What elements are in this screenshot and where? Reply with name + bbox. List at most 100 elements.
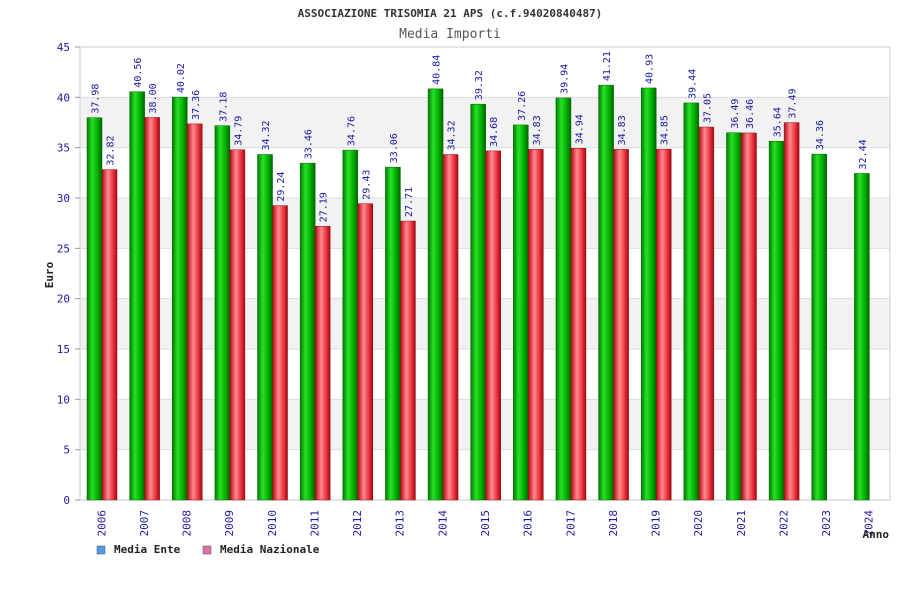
value-label: 39.94 — [559, 64, 570, 94]
y-tick-label: 45 — [57, 41, 70, 54]
value-label: 34.85 — [660, 115, 671, 145]
bars — [86, 84, 870, 501]
x-tick-label: 2006 — [95, 510, 108, 537]
y-tick-label: 15 — [57, 343, 70, 356]
y-tick-label: 40 — [57, 91, 70, 104]
value-label: 35.64 — [773, 107, 784, 137]
x-tick-label: 2014 — [436, 510, 449, 537]
bar — [314, 226, 331, 501]
value-label: 34.32 — [447, 120, 458, 150]
bar — [698, 126, 715, 501]
y-tick-label: 20 — [57, 293, 70, 306]
bar — [470, 103, 486, 501]
value-label: 32.44 — [858, 139, 869, 169]
value-label: 34.68 — [489, 117, 500, 147]
bar — [342, 149, 359, 501]
value-label: 37.18 — [218, 92, 229, 122]
y-tick-label: 30 — [57, 192, 70, 205]
bar — [172, 96, 188, 501]
x-tick-label: 2018 — [607, 510, 620, 537]
x-tick-label: 2010 — [266, 510, 279, 537]
x-tick-label: 2024 — [863, 510, 876, 537]
value-label: 41.21 — [602, 51, 613, 81]
y-tick-label: 0 — [63, 494, 70, 507]
chart-subtitle: Media Importi — [399, 27, 501, 42]
y-axis-ticks: 0 5 10 15 20 25 30 35 40 45 — [57, 41, 80, 507]
x-tick-label: 2021 — [735, 510, 748, 537]
value-label: 40.93 — [645, 54, 656, 84]
bar — [513, 124, 529, 501]
bar — [400, 220, 416, 501]
value-label: 34.94 — [574, 114, 585, 144]
x-tick-label: 2019 — [650, 510, 663, 537]
value-label: 38.00 — [148, 83, 159, 113]
value-label: 37.36 — [191, 90, 202, 120]
value-label: 29.24 — [276, 172, 287, 202]
bar — [427, 88, 444, 501]
bar — [613, 149, 629, 501]
bar — [570, 148, 587, 501]
value-label: 36.49 — [730, 99, 741, 129]
legend-swatch — [202, 545, 212, 555]
bar — [187, 123, 203, 501]
chart-title: ASSOCIAZIONE TRISOMIA 21 APS (c.f.940208… — [298, 7, 603, 20]
value-label: 37.49 — [788, 88, 799, 118]
value-label: 27.71 — [404, 187, 415, 217]
x-tick-label: 2017 — [564, 510, 577, 537]
bar — [272, 205, 288, 501]
bar — [555, 97, 572, 501]
value-labels: 37.98 32.82 40.56 38.00 40.02 37.36 37.18 34.79… — [91, 51, 869, 222]
bar — [768, 140, 785, 501]
value-label: 36.46 — [745, 99, 756, 129]
value-label: 40.02 — [176, 63, 187, 93]
value-label: 33.46 — [304, 129, 315, 159]
x-tick-label: 2007 — [138, 510, 151, 537]
x-tick-label: 2020 — [692, 510, 705, 537]
x-tick-label: 2015 — [479, 510, 492, 537]
bar — [683, 102, 700, 501]
bar — [640, 87, 657, 501]
value-label: 27.19 — [319, 192, 330, 222]
value-label: 40.84 — [432, 55, 443, 85]
bar — [144, 117, 160, 501]
x-tick-label: 2013 — [394, 510, 407, 537]
y-tick-label: 10 — [57, 393, 70, 406]
legend-label: Media Nazionale — [220, 543, 320, 556]
value-label: 34.83 — [532, 115, 543, 145]
bar — [528, 149, 544, 501]
value-label: 34.79 — [233, 116, 244, 146]
legend-label: Media Ente — [114, 543, 181, 556]
bar — [101, 169, 118, 501]
bar — [299, 162, 316, 501]
y-tick-label: 35 — [57, 142, 70, 155]
bar — [214, 125, 231, 501]
bar — [783, 122, 800, 501]
x-axis-title: Anno — [863, 528, 890, 541]
x-tick-label: 2022 — [777, 510, 790, 537]
value-label: 33.06 — [389, 133, 400, 163]
x-tick-label: 2012 — [351, 510, 364, 537]
bar — [811, 153, 827, 501]
value-label: 39.44 — [687, 69, 698, 99]
bar — [257, 154, 273, 501]
bar — [598, 84, 614, 501]
bar — [485, 150, 501, 501]
bar — [86, 117, 103, 501]
bar — [726, 132, 742, 501]
value-label: 29.43 — [361, 170, 372, 200]
legend: Media Ente Media Nazionale — [96, 543, 320, 556]
value-label: 34.36 — [815, 120, 826, 150]
bar — [442, 154, 459, 501]
value-label: 34.83 — [617, 115, 628, 145]
x-tick-label: 2008 — [181, 510, 194, 537]
x-tick-label: 2009 — [223, 510, 236, 537]
bar — [385, 166, 401, 501]
legend-swatch — [96, 545, 106, 555]
value-label: 40.56 — [133, 58, 144, 88]
value-label: 32.82 — [106, 136, 117, 166]
x-tick-label: 2011 — [308, 510, 321, 537]
value-label: 37.98 — [91, 84, 102, 114]
x-axis-ticks: 2006 2007 2008 2009 2010 2011 2012 2013 2014 2015… — [95, 510, 875, 537]
x-tick-label: 2016 — [522, 510, 535, 537]
